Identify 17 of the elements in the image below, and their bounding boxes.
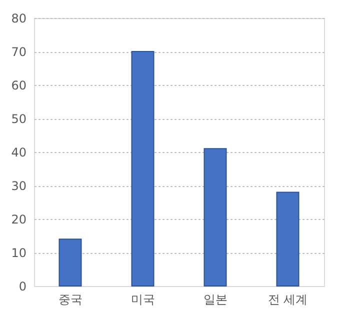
y-tick-label: 80 xyxy=(11,12,26,26)
y-tick-label: 60 xyxy=(11,78,26,92)
bar xyxy=(131,51,154,286)
y-tick-label: 0 xyxy=(18,280,26,294)
y-tick-label: 40 xyxy=(11,146,26,160)
y-tick-label: 10 xyxy=(11,246,26,260)
x-tick-label: 전 세계 xyxy=(268,292,308,306)
y-tick-label: 70 xyxy=(11,45,26,59)
bar xyxy=(276,192,300,286)
y-tick-label: 20 xyxy=(11,212,26,226)
y-tick-label: 30 xyxy=(11,179,26,193)
y-tick-label: 50 xyxy=(11,112,26,126)
bar xyxy=(58,238,82,286)
x-tick-label: 중국 xyxy=(58,292,82,306)
x-tick-label: 미국 xyxy=(130,292,155,306)
bar xyxy=(204,148,227,286)
x-tick-label: 일본 xyxy=(203,292,228,306)
